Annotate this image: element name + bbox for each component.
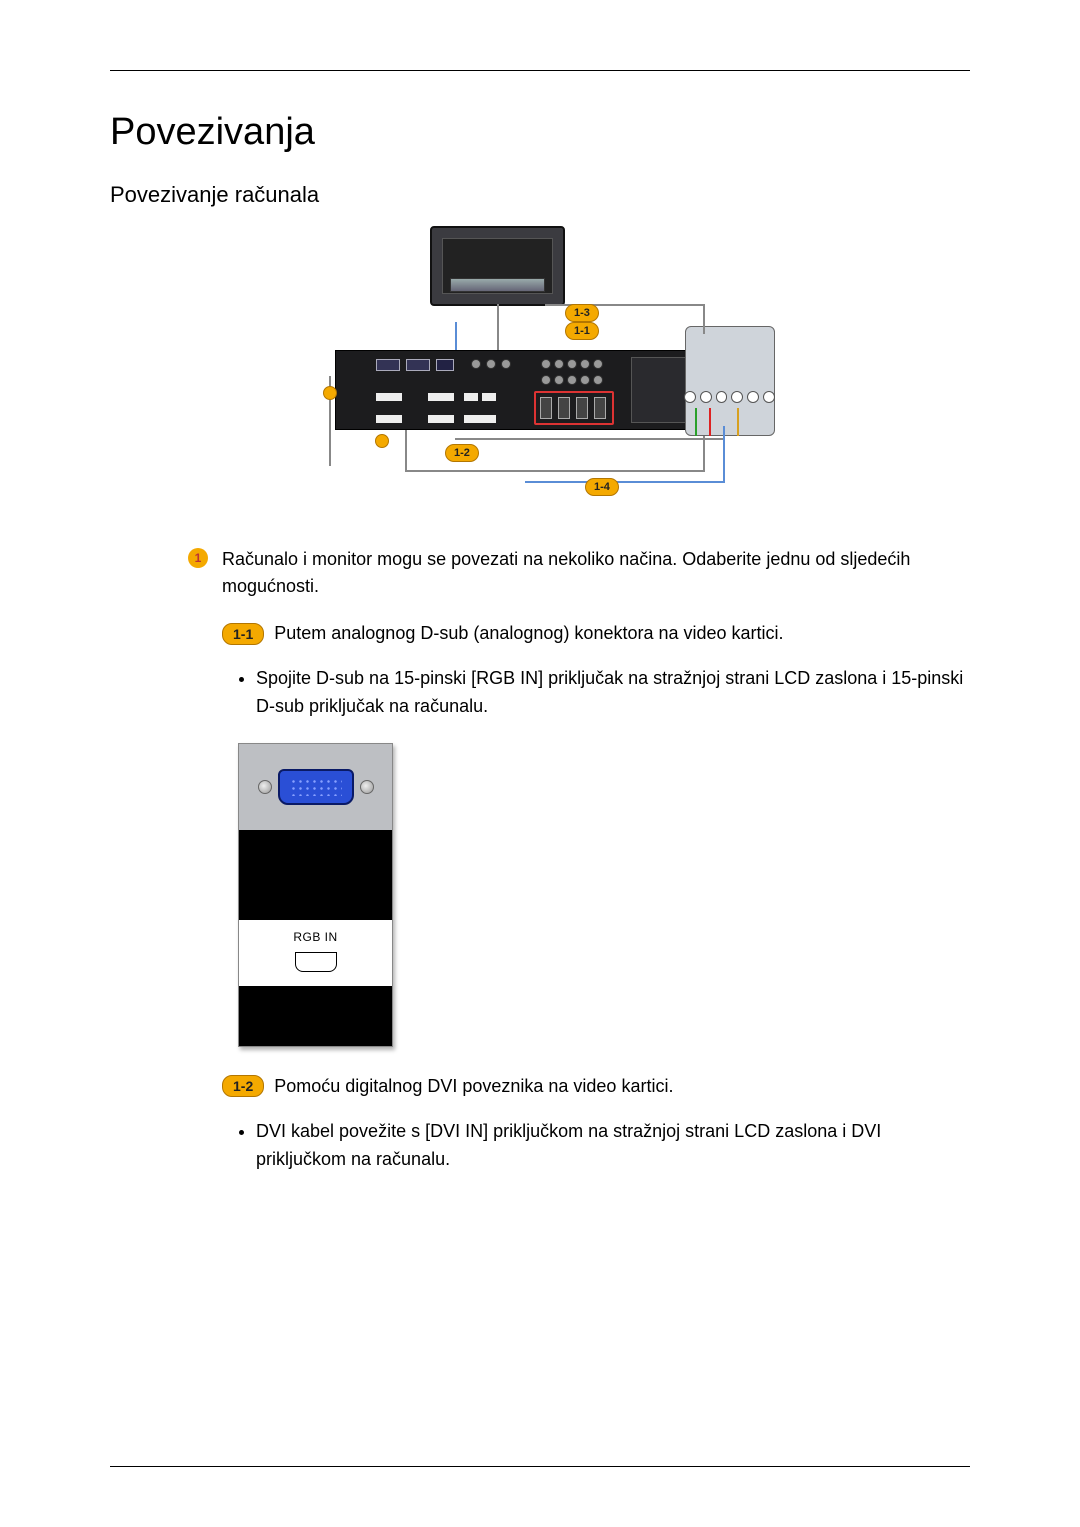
rgb-slot-icon <box>295 952 337 972</box>
wire <box>737 408 739 436</box>
wire <box>525 481 725 483</box>
callout-dot <box>375 434 389 448</box>
vga-port-icon <box>278 769 354 805</box>
panel-jack <box>580 375 590 385</box>
rgb-figure-top <box>239 744 392 830</box>
diagram-monitor-ports <box>450 278 545 292</box>
panel-jack <box>471 359 481 369</box>
panel-connector <box>558 397 570 419</box>
badge-1-1: 1-1 <box>222 623 264 645</box>
diagram-external-box <box>685 326 775 436</box>
wire <box>709 408 711 436</box>
substep-1-2-row: 1-2 Pomoću digitalnog DVI poveznika na v… <box>188 1073 970 1100</box>
bottom-rule <box>110 1466 970 1467</box>
wire <box>703 436 705 472</box>
callout-dot <box>323 386 337 400</box>
panel-jack <box>567 359 577 369</box>
rgb-figure-label-area: RGB IN <box>239 920 392 986</box>
panel-jack <box>486 359 496 369</box>
panel-jack <box>541 375 551 385</box>
rgb-figure-bottom <box>239 986 392 1046</box>
bullet-1-2: DVI kabel povežite s [DVI IN] priključko… <box>256 1118 970 1174</box>
rgb-in-label: RGB IN <box>239 930 392 944</box>
panel-label <box>376 393 402 401</box>
panel-label <box>376 415 402 423</box>
callout-1-4: 1-4 <box>585 478 619 496</box>
panel-slot <box>376 359 400 371</box>
panel-connector <box>594 397 606 419</box>
wire <box>703 304 705 334</box>
screw-icon <box>360 780 374 794</box>
panel-label <box>464 393 478 401</box>
wire <box>723 426 725 481</box>
diagram-io-panel <box>335 350 715 430</box>
panel-jack <box>501 359 511 369</box>
step-1-row: 1 Računalo i monitor mogu se povezati na… <box>188 546 970 600</box>
screw-icon <box>258 780 272 794</box>
panel-jack <box>567 375 577 385</box>
substep-1-2-text: Pomoću digitalnog DVI poveznika na video… <box>274 1073 673 1100</box>
bullet-1-1: Spojite D-sub na 15-pinski [RGB IN] prik… <box>256 665 970 721</box>
panel-label <box>482 393 496 401</box>
badge-1-2: 1-2 <box>222 1075 264 1097</box>
page-title: Povezivanja <box>110 111 970 154</box>
rgb-in-figure: RGB IN <box>238 743 393 1047</box>
panel-label <box>428 393 454 401</box>
wire <box>405 470 705 472</box>
panel-label <box>428 415 454 423</box>
bullet-list-1-1: Spojite D-sub na 15-pinski [RGB IN] prik… <box>188 665 970 721</box>
panel-connector <box>576 397 588 419</box>
callout-1-3: 1-3 <box>565 304 599 322</box>
bullet-list-1-2: DVI kabel povežite s [DVI IN] priključko… <box>188 1118 970 1174</box>
wire <box>695 408 697 436</box>
panel-jack <box>554 359 564 369</box>
panel-slot <box>436 359 454 371</box>
connection-diagram: 1-3 1-1 1-2 1-4 <box>305 226 775 516</box>
diagram-external-jacks <box>680 386 775 408</box>
panel-slot <box>406 359 430 371</box>
substep-1-1-row: 1-1 Putem analognog D-sub (analognog) ko… <box>188 620 970 647</box>
wire <box>497 304 499 350</box>
wire <box>455 322 457 350</box>
wire <box>405 430 407 470</box>
panel-jack <box>593 359 603 369</box>
substep-1-1-text: Putem analognog D-sub (analognog) konekt… <box>274 620 783 647</box>
connection-diagram-wrap: 1-3 1-1 1-2 1-4 <box>110 226 970 516</box>
content-body: 1 Računalo i monitor mogu se povezati na… <box>110 546 970 1174</box>
panel-jack <box>593 375 603 385</box>
panel-connector <box>540 397 552 419</box>
panel-jack <box>580 359 590 369</box>
panel-jack <box>541 359 551 369</box>
callout-1-1: 1-1 <box>565 322 599 340</box>
step-number-badge: 1 <box>188 548 208 568</box>
wire <box>455 438 725 440</box>
section-title: Povezivanje računala <box>110 182 970 208</box>
top-rule <box>110 70 970 71</box>
rgb-figure-mid <box>239 830 392 920</box>
callout-1-2: 1-2 <box>445 444 479 462</box>
manual-page: Povezivanja Povezivanje računala <box>0 0 1080 1527</box>
panel-jack <box>554 375 564 385</box>
step-1-text: Računalo i monitor mogu se povezati na n… <box>222 546 970 600</box>
diagram-monitor <box>430 226 565 306</box>
panel-label <box>464 415 496 423</box>
